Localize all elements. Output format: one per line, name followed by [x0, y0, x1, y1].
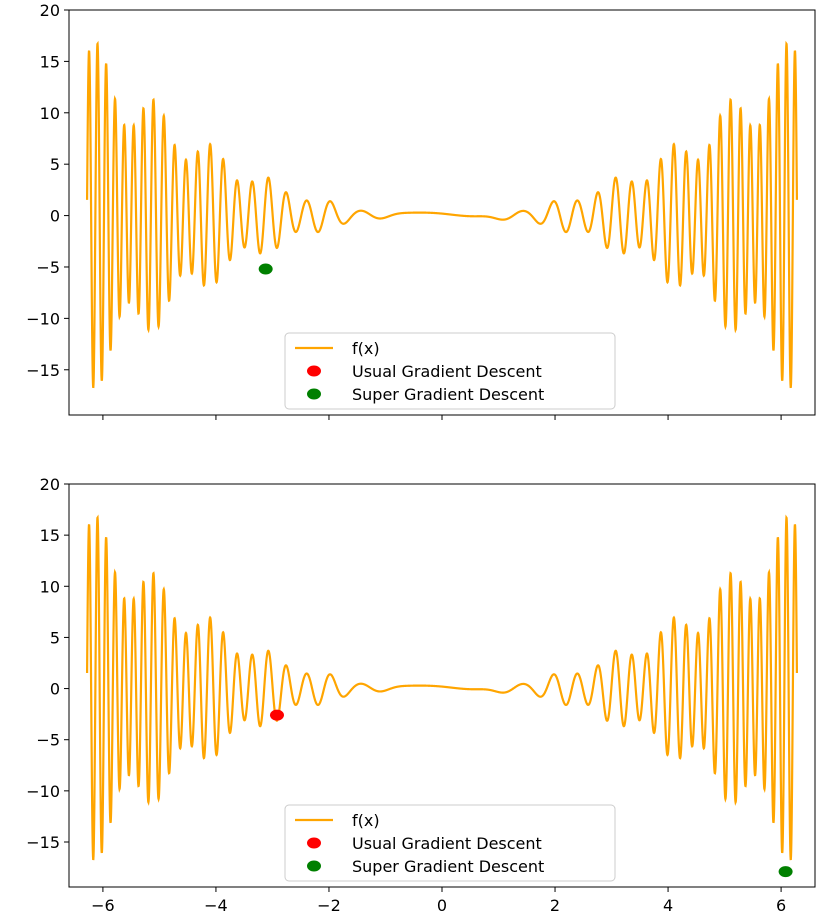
x-tick-label: 0	[437, 896, 447, 915]
y-tick-label: −5	[36, 258, 60, 277]
y-tick-label: −10	[26, 782, 60, 801]
y-tick-label: 0	[50, 680, 60, 699]
legend-swatch-dot	[307, 388, 321, 400]
y-tick-label: −5	[36, 731, 60, 750]
y-tick-label: 5	[50, 628, 60, 647]
legend-box	[284, 332, 616, 410]
x-tick-label: −4	[204, 896, 228, 915]
fx-line	[85, 514, 799, 861]
legend-label: Usual Gradient Descent	[352, 834, 542, 853]
chart-2: 20 15 10 5 0 −5 −10 −15 −6 −4 −2 0 2 4 6 f(x) Usual Grad…	[26, 475, 816, 915]
legend: f(x) Usual Gradient Descent Super Gradient…	[284, 804, 616, 882]
legend-label: Super Gradient Descent	[352, 385, 544, 404]
y-tick-label: −15	[26, 833, 60, 852]
x-tick-label: 4	[663, 896, 673, 915]
legend-label: f(x)	[352, 339, 380, 358]
x-tick-label: 6	[776, 896, 786, 915]
x-tick-label: 2	[550, 896, 560, 915]
y-tick-label: 15	[40, 526, 60, 545]
y-tick-label: 10	[40, 104, 60, 123]
y-tick-label: 0	[50, 207, 60, 226]
super-gd-point	[258, 263, 273, 275]
y-tick-label: 20	[40, 1, 60, 20]
legend-box	[284, 804, 616, 882]
y-tick-label: 5	[50, 155, 60, 174]
usual-gd-point	[269, 709, 284, 721]
x-tick-label: −2	[317, 896, 341, 915]
legend-swatch-dot	[307, 860, 321, 872]
y-tick-label: −15	[26, 361, 60, 380]
y-tick-label: −10	[26, 309, 60, 328]
legend-swatch-dot	[307, 837, 321, 849]
y-tick-label: 15	[40, 52, 60, 71]
y-tick-label: 10	[40, 577, 60, 596]
chart-1: 20 15 10 5 0 −5 −10 −15 f(x) Usual Gradient Desce…	[26, 1, 816, 420]
legend-swatch-dot	[307, 365, 321, 377]
y-tick-label: 20	[40, 475, 60, 494]
legend-label: f(x)	[352, 811, 380, 830]
legend-label: Usual Gradient Descent	[352, 362, 542, 381]
legend: f(x) Usual Gradient Descent Super Gradient…	[284, 332, 616, 410]
super-gd-point	[778, 866, 793, 878]
x-tick-label: −6	[91, 896, 115, 915]
legend-label: Super Gradient Descent	[352, 857, 544, 876]
fx-line	[85, 40, 799, 389]
